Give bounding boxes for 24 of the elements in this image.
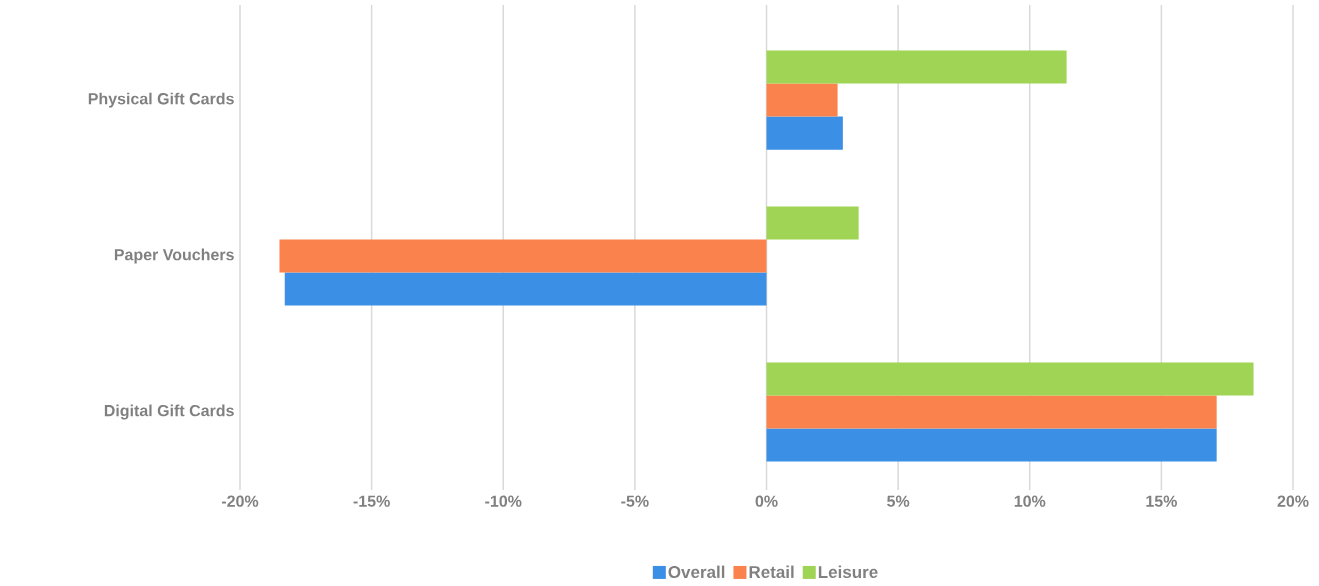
- x-tick-label: 15%: [1146, 495, 1177, 507]
- bar: [766, 50, 1067, 84]
- x-tick-label: -10%: [485, 495, 522, 507]
- legend-label: Overall: [668, 565, 725, 579]
- x-tick-label: -20%: [221, 495, 259, 507]
- x-tick-label: 0%: [755, 495, 778, 507]
- legend-label: Leisure: [818, 565, 878, 579]
- x-tick-label: -15%: [353, 495, 390, 507]
- x-tick-label: -5%: [621, 495, 649, 507]
- y-tick-label: Physical Gift Cards: [88, 92, 234, 108]
- bar: [766, 395, 1217, 429]
- bar: [284, 272, 767, 306]
- x-tick-label: 10%: [1014, 495, 1046, 507]
- bar: [766, 428, 1217, 462]
- x-tick-label: 5%: [887, 495, 910, 507]
- bar: [766, 116, 843, 150]
- bar: [766, 83, 838, 117]
- legend-label: Retail: [749, 565, 794, 579]
- bar: [279, 239, 767, 273]
- y-tick-label: Paper Vouchers: [114, 248, 234, 264]
- x-tick-label: 20%: [1277, 495, 1309, 507]
- bar: [766, 362, 1254, 396]
- y-tick-label: Digital Gift Cards: [104, 404, 234, 420]
- bar: [766, 206, 859, 240]
